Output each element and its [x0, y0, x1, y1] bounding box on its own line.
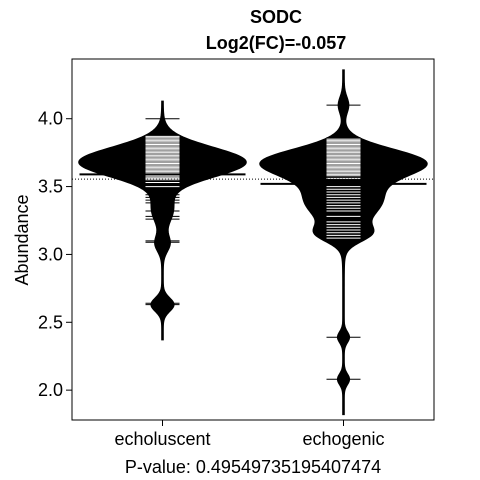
y-tick-label: 3.0 [38, 244, 63, 264]
y-axis-label: Abundance [12, 194, 32, 285]
y-axis: 2.0 2.5 3.0 3.5 4.0 [38, 109, 72, 400]
bean-density [259, 69, 428, 416]
y-tick-label: 2.0 [38, 380, 63, 400]
bean-density [78, 100, 247, 341]
chart-title: SODC [250, 7, 302, 27]
x-tick-label: echogenic [302, 429, 384, 449]
chart-subtitle: Log2(FC)=-0.057 [206, 33, 347, 53]
plot-frame [71, 58, 435, 421]
y-tick-label: 4.0 [38, 109, 63, 129]
p-value-label: P-value: 0.49549735195407474 [125, 457, 381, 477]
y-tick-label: 3.5 [38, 177, 63, 197]
bean-group [72, 69, 434, 416]
x-axis: echoluscent echogenic [114, 420, 385, 449]
x-tick-label: echoluscent [114, 429, 210, 449]
y-tick-label: 2.5 [38, 312, 63, 332]
